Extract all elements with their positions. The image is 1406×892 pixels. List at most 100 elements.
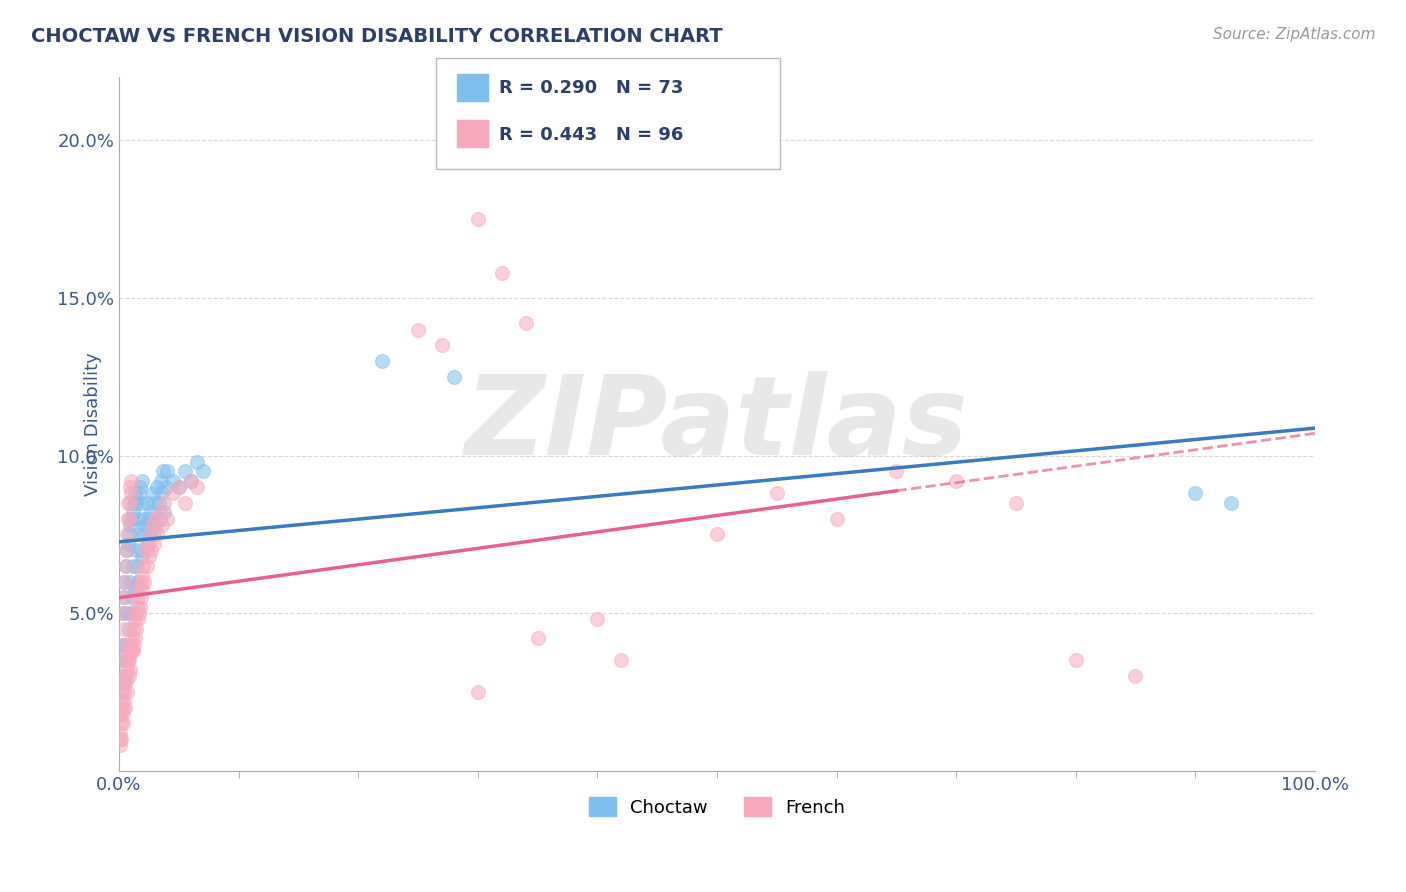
Point	[112, 675, 135, 690]
Point	[117, 537, 139, 551]
Point	[124, 486, 146, 500]
Point	[117, 511, 139, 525]
Point	[111, 706, 134, 721]
Point	[132, 527, 155, 541]
Y-axis label: Vision Disability: Vision Disability	[84, 352, 103, 496]
Point	[120, 517, 142, 532]
Point	[706, 527, 728, 541]
Point	[155, 480, 177, 494]
Point	[945, 474, 967, 488]
Point	[124, 581, 146, 595]
Point	[127, 612, 149, 626]
Point	[108, 739, 131, 753]
Point	[112, 591, 135, 605]
Point	[121, 606, 143, 620]
Point	[143, 511, 166, 525]
Point	[118, 496, 141, 510]
Point	[149, 505, 172, 519]
Point	[146, 480, 169, 494]
Point	[120, 638, 142, 652]
Point	[141, 486, 163, 500]
Point	[152, 464, 174, 478]
Point	[115, 685, 138, 699]
Point	[1064, 653, 1087, 667]
Point	[167, 480, 190, 494]
Point	[122, 622, 145, 636]
Point	[1005, 496, 1028, 510]
Point	[118, 480, 141, 494]
Point	[125, 496, 148, 510]
Point	[128, 606, 150, 620]
Point	[125, 599, 148, 614]
Point	[112, 716, 135, 731]
Point	[136, 537, 159, 551]
Point	[117, 653, 139, 667]
Point	[1184, 486, 1206, 500]
Point	[150, 486, 173, 500]
Point	[120, 486, 142, 500]
Point	[127, 511, 149, 525]
Point	[135, 558, 157, 573]
Point	[129, 496, 152, 510]
Point	[110, 694, 132, 708]
Point	[153, 505, 176, 519]
Point	[124, 612, 146, 626]
Point	[110, 732, 132, 747]
Point	[127, 591, 149, 605]
Point	[129, 543, 152, 558]
Point	[117, 663, 139, 677]
Point	[142, 537, 165, 551]
Point	[115, 653, 138, 667]
Point	[148, 496, 170, 510]
Point	[114, 574, 136, 589]
Point	[120, 663, 142, 677]
Point	[131, 568, 153, 582]
Point	[430, 338, 453, 352]
Point	[110, 685, 132, 699]
Point	[112, 685, 135, 699]
Point	[128, 527, 150, 541]
Point	[141, 505, 163, 519]
Point	[112, 574, 135, 589]
Text: R = 0.443   N = 96: R = 0.443 N = 96	[499, 126, 683, 144]
Point	[117, 606, 139, 620]
Point	[145, 517, 167, 532]
Point	[114, 700, 136, 714]
Point	[173, 464, 195, 478]
Point	[153, 496, 176, 510]
Point	[118, 511, 141, 525]
Point	[131, 474, 153, 488]
Legend: Choctaw, French: Choctaw, French	[581, 790, 852, 824]
Point	[371, 354, 394, 368]
Point	[149, 511, 172, 525]
Point	[135, 496, 157, 510]
Point	[134, 517, 156, 532]
Point	[114, 558, 136, 573]
Point	[136, 537, 159, 551]
Point	[167, 480, 190, 494]
Point	[1220, 496, 1243, 510]
Point	[112, 694, 135, 708]
Point	[120, 591, 142, 605]
Point	[173, 496, 195, 510]
Point	[111, 606, 134, 620]
Point	[128, 486, 150, 500]
Point	[122, 558, 145, 573]
Point	[129, 480, 152, 494]
Point	[765, 486, 787, 500]
Point	[586, 612, 609, 626]
Point	[443, 149, 465, 163]
Point	[125, 606, 148, 620]
Point	[111, 653, 134, 667]
Point	[141, 543, 163, 558]
Point	[111, 669, 134, 683]
Point	[191, 464, 214, 478]
Point	[526, 632, 548, 646]
Point	[162, 474, 184, 488]
Point	[115, 558, 138, 573]
Point	[121, 632, 143, 646]
Point	[121, 511, 143, 525]
Text: CHOCTAW VS FRENCH VISION DISABILITY CORRELATION CHART: CHOCTAW VS FRENCH VISION DISABILITY CORR…	[31, 27, 723, 45]
Point	[114, 591, 136, 605]
Point	[138, 549, 160, 564]
